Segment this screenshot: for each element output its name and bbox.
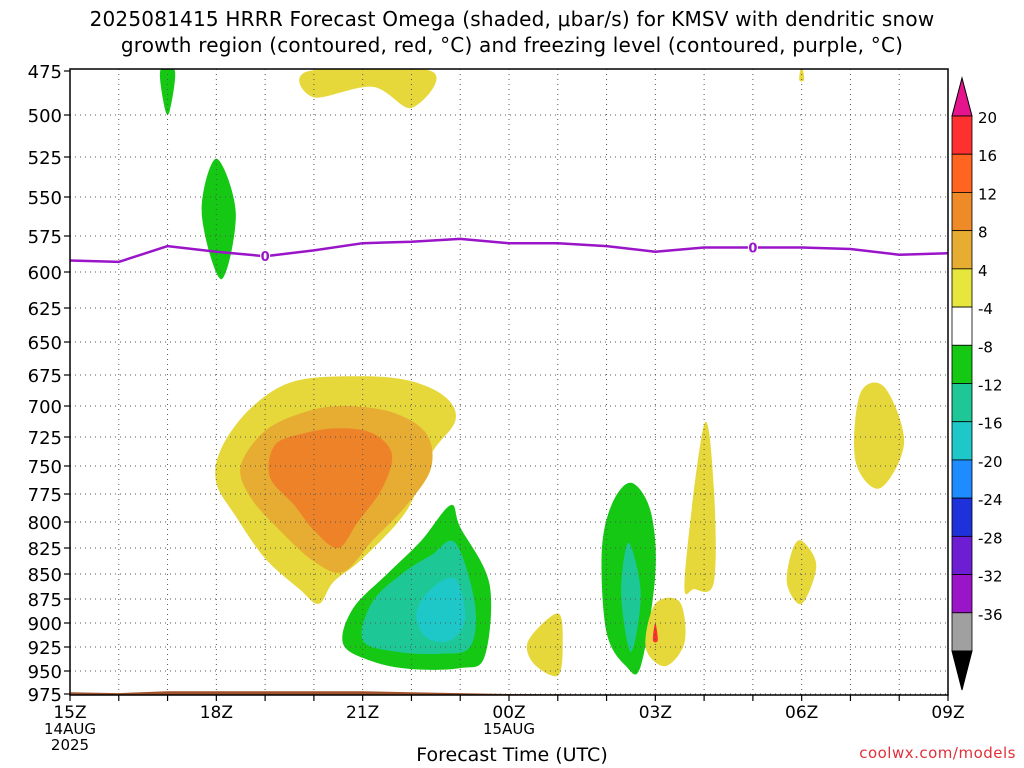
omega-region-yellow-14 bbox=[684, 421, 716, 595]
colorbar-bin-12 bbox=[951, 574, 973, 614]
colorbar-bin-8 bbox=[951, 421, 973, 461]
omega-region-yellow-17 bbox=[786, 540, 817, 605]
colorbar-label-10: -24 bbox=[978, 491, 1003, 509]
colorbar-label-5: -4 bbox=[978, 300, 993, 318]
chart-title-line-2: growth region (contoured, red, °C) and f… bbox=[120, 33, 904, 57]
x-tick-label-3-0: 18Z bbox=[200, 703, 233, 723]
colorbar-label-11: -28 bbox=[978, 529, 1003, 547]
colorbar-label-12: -32 bbox=[978, 568, 1003, 586]
colorbar-label-4: 4 bbox=[978, 262, 988, 280]
omega-region-teal-11 bbox=[621, 542, 641, 652]
freezing-level-label-1: 0 bbox=[748, 242, 757, 257]
colorbar-bin-7 bbox=[951, 383, 973, 423]
colorbar-label-0: 20 bbox=[978, 109, 997, 127]
y-tick-label-725: 725 bbox=[28, 428, 62, 449]
omega-region-cyan-5 bbox=[416, 577, 466, 642]
omega-region-yellow-8 bbox=[299, 69, 437, 109]
y-tick-label-475: 475 bbox=[28, 62, 62, 83]
freezing-level-line bbox=[70, 237, 948, 264]
colorbar-label-7: -12 bbox=[978, 377, 1003, 395]
y-tick-label-575: 575 bbox=[28, 227, 62, 248]
x-tick-label-0-1: 14AUG bbox=[44, 720, 96, 738]
colorbar-bin-1 bbox=[951, 153, 973, 193]
grid-lines bbox=[70, 69, 948, 695]
colorbar-bin-5 bbox=[951, 306, 973, 346]
colorbar-bin-2 bbox=[951, 192, 973, 232]
y-tick-label-700: 700 bbox=[28, 397, 62, 418]
y-tick-label-800: 800 bbox=[28, 513, 62, 534]
ground-fill bbox=[70, 691, 948, 695]
chart-title-line-1: 2025081415 HRRR Forecast Omega (shaded, … bbox=[89, 7, 935, 31]
x-tick-label-0-2: 2025 bbox=[51, 736, 89, 754]
colorbar-label-6: -8 bbox=[978, 338, 993, 356]
y-tick-label-500: 500 bbox=[28, 106, 62, 127]
y-tick-label-525: 525 bbox=[28, 148, 62, 169]
colorbar-bin-0 bbox=[951, 115, 973, 155]
colorbar-bin-6 bbox=[951, 344, 973, 384]
ground-terrain bbox=[70, 691, 948, 695]
y-axis: 475 500 525 550 575 600 625 650 675 700 725 750 775 8… bbox=[28, 62, 70, 706]
omega-region-yellow-9 bbox=[799, 69, 805, 82]
x-tick-label-6-0: 21Z bbox=[346, 703, 379, 723]
omega-region-green-7 bbox=[201, 158, 236, 280]
colorbar-top-arrow bbox=[951, 76, 973, 117]
plot-frame bbox=[69, 68, 949, 696]
y-tick-label-975: 975 bbox=[28, 685, 62, 706]
colorbar-bin-4 bbox=[951, 268, 973, 308]
omega-region-yellow-16 bbox=[854, 382, 905, 489]
y-tick-label-900: 900 bbox=[28, 614, 62, 635]
y-tick-label-600: 600 bbox=[28, 263, 62, 284]
colorbar: 20 16 12 8 4 -4 -8 -12 -16 -20 -24 -28 -32 -36 bbox=[951, 76, 1003, 691]
colorbar-label-1: 16 bbox=[978, 147, 997, 165]
colorbar-bin-10 bbox=[951, 497, 973, 537]
freezing-level-contour: 00 bbox=[70, 237, 948, 265]
x-tick-label-0-0: 15Z bbox=[53, 703, 86, 723]
x-tick-label-9-0: 00Z bbox=[492, 703, 525, 723]
colorbar-label-9: -20 bbox=[978, 453, 1003, 471]
colorbar-label-8: -16 bbox=[978, 415, 1003, 433]
x-tick-label-9-1: 15AUG bbox=[483, 720, 535, 738]
omega-region-orange-2 bbox=[268, 428, 393, 549]
y-tick-label-550: 550 bbox=[28, 188, 62, 209]
y-tick-label-950: 950 bbox=[28, 662, 62, 683]
colorbar-bin-3 bbox=[951, 230, 973, 270]
x-tick-label-15-0: 06Z bbox=[785, 703, 818, 723]
freezing-label-bg-1 bbox=[747, 240, 758, 255]
omega-region-red-13 bbox=[652, 623, 658, 643]
colorbar-label-3: 8 bbox=[978, 224, 988, 242]
freezing-level-label-0: 0 bbox=[261, 250, 270, 265]
y-tick-label-775: 775 bbox=[28, 485, 62, 506]
y-tick-label-825: 825 bbox=[28, 539, 62, 560]
colorbar-label-13: -36 bbox=[978, 606, 1003, 624]
y-tick-label-750: 750 bbox=[28, 457, 62, 478]
y-tick-label-875: 875 bbox=[28, 590, 62, 611]
x-tick-label-12-0: 03Z bbox=[639, 703, 672, 723]
colorbar-bin-13 bbox=[951, 612, 973, 652]
freezing-label-bg-0 bbox=[260, 249, 271, 264]
credit-text: coolwx.com/models bbox=[859, 744, 1016, 762]
colorbar-bottom-arrow bbox=[951, 650, 973, 691]
y-tick-label-925: 925 bbox=[28, 638, 62, 659]
colorbar-bin-9 bbox=[951, 459, 973, 499]
x-axis-title: Forecast Time (UTC) bbox=[416, 744, 608, 766]
colorbar-bin-11 bbox=[951, 535, 973, 575]
y-tick-label-625: 625 bbox=[28, 299, 62, 320]
x-tick-label-18-0: 09Z bbox=[931, 703, 964, 723]
colorbar-label-2: 12 bbox=[978, 185, 997, 203]
y-tick-label-650: 650 bbox=[28, 333, 62, 354]
omega-shading bbox=[159, 69, 905, 677]
omega-region-green-6 bbox=[159, 69, 176, 115]
y-tick-label-675: 675 bbox=[28, 366, 62, 387]
y-tick-label-850: 850 bbox=[28, 565, 62, 586]
omega-region-yellow-15 bbox=[526, 613, 563, 677]
